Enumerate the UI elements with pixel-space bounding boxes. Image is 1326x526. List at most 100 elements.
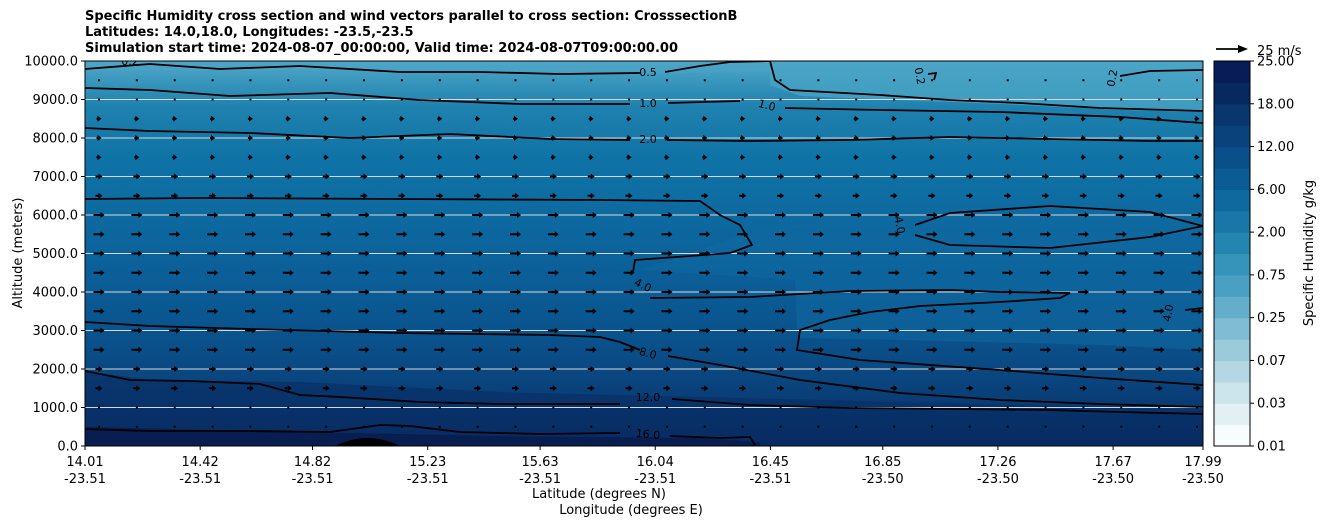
wind-vector-arrow	[661, 308, 673, 315]
wind-vector-arrow	[968, 425, 971, 428]
wind-vector-arrow	[514, 425, 517, 428]
wind-vector-arrow	[135, 98, 138, 101]
wind-vector-arrow	[812, 308, 824, 315]
wind-vector-arrow	[623, 231, 635, 238]
wind-vector-arrow	[929, 135, 935, 141]
wind-vector-arrow	[665, 79, 668, 82]
wind-vector-arrow	[434, 250, 446, 257]
wind-vector-arrow	[1120, 98, 1123, 101]
wind-vector-arrow	[509, 269, 521, 276]
wind-vector-arrow	[702, 115, 708, 122]
wind-vector-arrow	[702, 135, 708, 141]
chart-title-line-1: Specific Humidity cross section and wind…	[85, 9, 738, 24]
wind-vector-arrow	[93, 308, 105, 315]
wind-vector-arrow	[623, 212, 635, 218]
wind-vector-arrow	[701, 385, 709, 392]
contour-line-4.0-lower	[649, 289, 1203, 386]
wind-vector-arrow	[1153, 250, 1165, 257]
wind-vector-arrow	[476, 425, 479, 428]
wind-vector-arrow	[588, 115, 594, 122]
wind-vector-arrow	[472, 308, 484, 315]
wind-vector-arrow	[512, 115, 518, 122]
contour-label: 8.0	[638, 345, 658, 362]
wind-vector-arrow	[512, 154, 518, 161]
wind-vector-arrow	[247, 115, 253, 122]
wind-vector-arrow	[779, 98, 782, 101]
colorbar-tick-label: 0.07	[1257, 354, 1286, 369]
wind-vector-arrow	[663, 192, 671, 199]
wind-vector-arrow	[325, 406, 328, 409]
wind-vector-arrow	[322, 173, 330, 180]
x-tick-label-lon: -23.51	[407, 472, 449, 487]
wind-vector-arrow	[1153, 269, 1165, 276]
wind-vector-arrow	[739, 192, 747, 199]
wind-vector-arrow	[514, 406, 517, 409]
wind-vector-arrow	[1158, 406, 1161, 409]
wind-vector-arrow	[891, 154, 897, 161]
wind-vector-arrow	[172, 154, 178, 161]
y-tick-label: 2000.0	[33, 363, 79, 378]
wind-vector-arrow	[664, 154, 670, 161]
wind-vector-arrow	[472, 289, 484, 295]
wind-vector-arrow	[98, 406, 100, 409]
wind-vector-arrow	[169, 269, 181, 276]
wind-vector-arrow	[282, 346, 294, 353]
wind-vector-arrow	[737, 308, 749, 315]
wind-vector-arrow	[358, 308, 370, 315]
colorbar-segment	[1214, 125, 1250, 148]
wind-vector-arrow	[547, 289, 559, 295]
wind-vector-arrow	[135, 406, 138, 409]
wind-vector-arrow	[855, 425, 858, 428]
wind-vector-arrow	[665, 406, 668, 409]
contour-label: 4.0	[1161, 303, 1177, 322]
wind-vector-arrow	[169, 231, 181, 238]
wind-vector-arrow	[1156, 135, 1162, 141]
wind-vector-arrow	[282, 250, 294, 257]
wind-vector-arrow	[964, 346, 976, 353]
wind-vector-arrow	[967, 154, 973, 161]
wind-vector-arrow	[1077, 308, 1089, 315]
contour-line-1.0	[85, 87, 630, 105]
wind-vector-arrow	[325, 425, 328, 428]
wind-vector-arrow	[1115, 308, 1127, 315]
wind-vector-arrow	[893, 98, 896, 101]
wind-vector-arrow	[211, 79, 214, 82]
wind-vector-arrow	[590, 425, 593, 428]
wind-vector-arrow	[623, 269, 635, 276]
wind-vector-arrow	[626, 135, 632, 141]
wind-vector-arrow	[930, 406, 933, 409]
wind-vector-arrow	[398, 192, 406, 199]
wind-vector-arrow	[855, 79, 858, 82]
wind-vector-arrow	[93, 327, 105, 334]
wind-vector-arrow	[244, 269, 256, 276]
wind-vector-arrow	[1080, 135, 1086, 141]
wind-vector-arrow	[1120, 79, 1123, 82]
wind-vector-arrow	[322, 385, 330, 392]
wind-vector-arrow	[778, 115, 784, 122]
wind-vector-arrow	[740, 154, 746, 161]
wind-vector-arrow	[98, 79, 100, 82]
wind-vector-arrow	[436, 173, 444, 180]
wind-vector-arrow	[476, 98, 479, 101]
wind-vector-arrow	[96, 115, 102, 122]
contour-line-1.0-right	[667, 100, 741, 104]
wind-vector-arrow	[207, 250, 219, 257]
colorbar-segment	[1214, 360, 1250, 383]
wind-vector-arrow	[1115, 212, 1127, 218]
wind-vector-arrow	[438, 425, 441, 428]
wind-vector-arrow	[474, 385, 482, 392]
wind-vector-arrow	[587, 173, 595, 180]
wind-vector-arrow	[209, 192, 217, 199]
wind-vector-arrow	[172, 135, 178, 141]
wind-vector-arrow	[1191, 269, 1203, 276]
wind-vector-arrow	[1002, 250, 1014, 257]
wind-vector-arrow	[888, 289, 900, 295]
wind-vector-arrow	[434, 327, 446, 334]
wind-vector-arrow	[93, 212, 105, 218]
wind-vector-arrow	[891, 115, 897, 122]
wind-vector-arrow	[171, 192, 179, 199]
wind-vector-arrow	[95, 366, 103, 372]
wind-vector-arrow	[211, 98, 214, 101]
wind-vector-arrow	[93, 346, 105, 353]
x-tick-label-lon: -23.51	[634, 472, 676, 487]
